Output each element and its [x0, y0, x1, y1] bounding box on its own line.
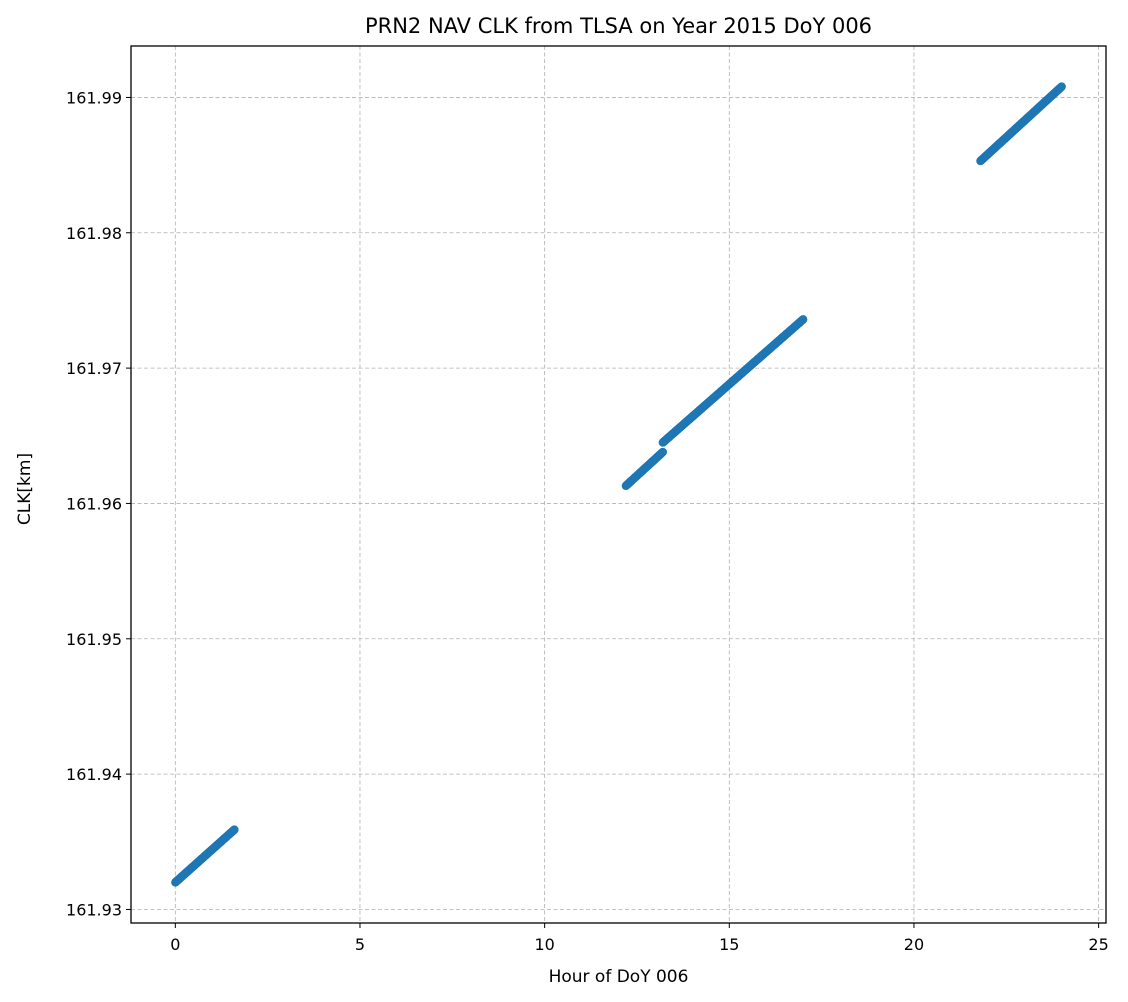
data-point [230, 825, 239, 834]
y-tick-label: 161.97 [66, 359, 122, 378]
y-tick-label: 161.93 [66, 900, 122, 919]
axes-frame [130, 45, 1107, 924]
data-point [658, 447, 668, 457]
points-layer [171, 82, 1066, 887]
x-tick-label: 5 [355, 935, 365, 954]
chart-title: PRN2 NAV CLK from TLSA on Year 2015 DoY … [365, 14, 872, 38]
y-tick-label: 161.98 [66, 224, 122, 243]
y-tick-label: 161.99 [66, 88, 122, 107]
y-tick-label: 161.96 [66, 494, 122, 513]
x-tick-label: 0 [170, 935, 180, 954]
y-tick-label: 161.94 [66, 765, 122, 784]
data-point [798, 315, 808, 324]
data-point [1057, 82, 1066, 91]
x-tick-label: 15 [719, 935, 739, 954]
x-tick-label: 25 [1088, 935, 1108, 954]
ticks-layer: 0 5 10 15 20 25 161.93 161.94 161.95 161.96 161.97… [66, 88, 1109, 954]
y-axis-label: CLK[km] [15, 453, 35, 525]
y-tick-label: 161.95 [66, 630, 122, 649]
x-axis-label: Hour of DoY 006 [549, 967, 689, 987]
grid-layer [131, 46, 1106, 923]
x-tick-label: 20 [904, 935, 924, 954]
x-tick-label: 10 [534, 935, 554, 954]
